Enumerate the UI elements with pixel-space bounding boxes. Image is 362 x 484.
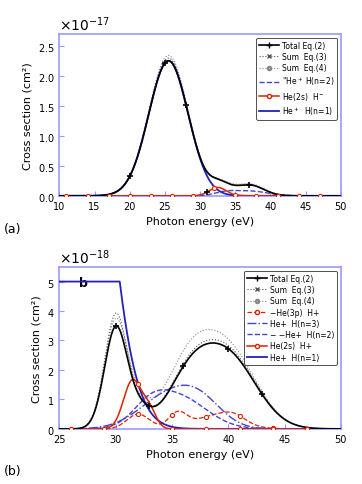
Text: (a): (a) xyxy=(4,222,21,235)
X-axis label: Photon energy (eV): Photon energy (eV) xyxy=(146,217,254,227)
Text: b: b xyxy=(79,277,88,290)
Legend: Total Eq.(2), Sum  Eq.(3), Sum  Eq.(4), −He(3p)  H+, He+  H(n=3), − −He+  H(n=2): Total Eq.(2), Sum Eq.(3), Sum Eq.(4), −H… xyxy=(244,271,337,365)
Y-axis label: Cross section (cm²): Cross section (cm²) xyxy=(22,62,32,169)
Legend: Total Eq.(2), Sum  Eq.(3), Sum  Eq.(4), "He$^+$ H(n=2), He(2s)  H$^-$, He$^+$  H: Total Eq.(2), Sum Eq.(3), Sum Eq.(4), "H… xyxy=(256,39,337,121)
Text: (b): (b) xyxy=(4,464,21,477)
X-axis label: Photon energy (eV): Photon energy (eV) xyxy=(146,449,254,459)
Y-axis label: Cross section (cm²): Cross section (cm²) xyxy=(31,294,42,402)
